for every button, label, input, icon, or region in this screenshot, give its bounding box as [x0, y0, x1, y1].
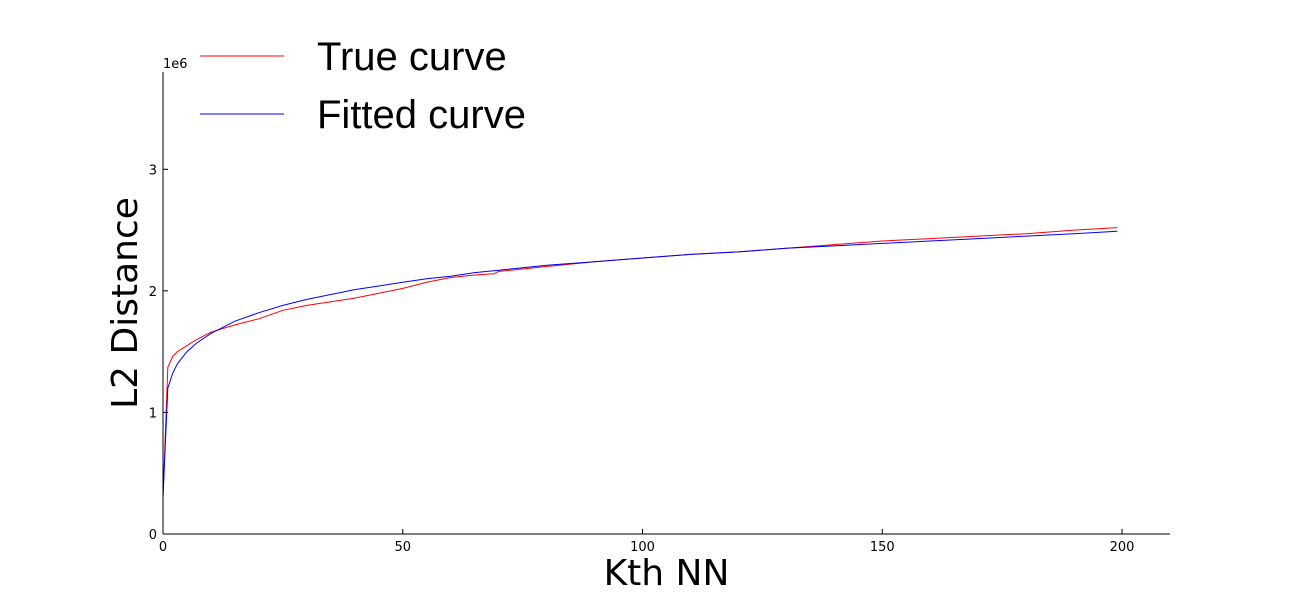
series-line-fitted-curve	[162, 230, 1118, 498]
y-tick-label: 2	[149, 285, 157, 300]
series-line-true-curve	[162, 227, 1118, 498]
y-axis-title: L2 Distance	[105, 197, 146, 409]
x-tick-label: 200	[1110, 540, 1135, 555]
y-tick-label: 3	[149, 163, 157, 178]
y-tick-label: 1	[149, 406, 157, 421]
x-tick-label: 0	[159, 540, 167, 555]
legend-label: True curve	[317, 35, 507, 79]
x-ticks: 0 50 100 150 200	[159, 529, 1135, 555]
legend-label: Fitted curve	[317, 93, 526, 137]
axes	[162, 72, 1170, 535]
y-offset-label: 1e6	[163, 57, 188, 72]
x-tick-label: 50	[394, 540, 411, 555]
y-ticks: 0 1 2 3	[149, 163, 168, 543]
x-tick-label: 100	[630, 540, 655, 555]
plot-area	[162, 227, 1118, 498]
x-tick-label: 150	[870, 540, 895, 555]
x-axis-title: Kth NN	[604, 553, 730, 594]
y-tick-label: 0	[149, 528, 157, 543]
legend: True curve Fitted curve	[200, 35, 526, 137]
